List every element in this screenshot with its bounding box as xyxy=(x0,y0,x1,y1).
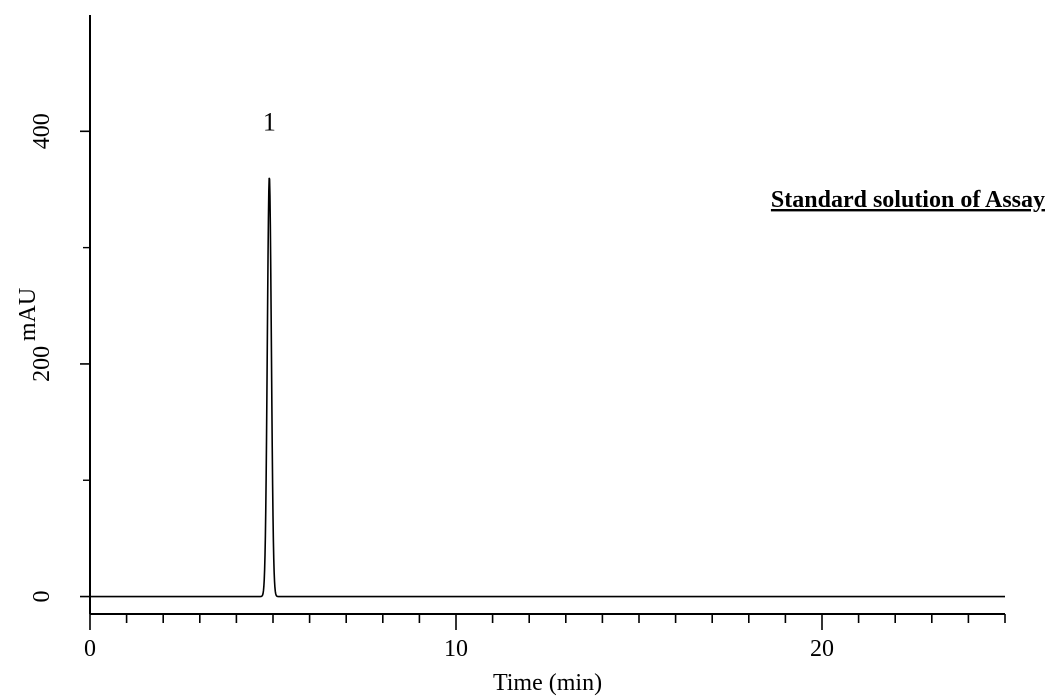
chromatogram-trace xyxy=(90,177,1005,598)
peak-label: 1 xyxy=(263,108,276,137)
x-axis-title: Time (min) xyxy=(493,670,602,696)
x-tick-label: 0 xyxy=(84,636,96,662)
y-tick-label: 400 xyxy=(29,113,55,149)
y-axis-ticks: 0 200 400 xyxy=(29,113,90,603)
y-tick-label: 200 xyxy=(29,346,55,382)
y-axis-title: mAU xyxy=(15,288,41,341)
x-axis-ticks: 0 10 20 xyxy=(84,614,1006,662)
y-tick-label: 0 xyxy=(29,591,55,603)
x-tick-label: 10 xyxy=(444,636,468,662)
x-tick-label: 20 xyxy=(810,636,834,662)
chart-annotation: Standard solution of Assay xyxy=(771,187,1045,213)
peak-labels: 1 xyxy=(263,108,276,137)
axes xyxy=(89,15,1005,615)
